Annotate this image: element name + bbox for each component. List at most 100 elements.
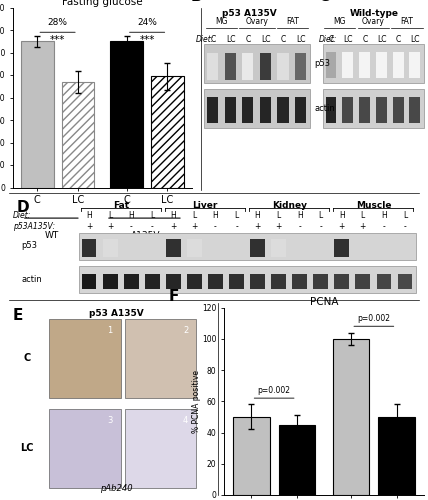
Text: L: L xyxy=(403,211,407,220)
Bar xyxy=(342,52,353,78)
Bar xyxy=(260,98,271,122)
Text: p53: p53 xyxy=(314,59,330,68)
Bar xyxy=(271,238,286,256)
Bar xyxy=(398,274,412,288)
Bar xyxy=(334,238,349,256)
Text: L: L xyxy=(108,211,112,220)
Title: Fasting glucose: Fasting glucose xyxy=(62,0,143,6)
Bar xyxy=(125,409,196,488)
Text: H: H xyxy=(128,211,134,220)
Text: +: + xyxy=(254,222,261,231)
Text: actin: actin xyxy=(21,274,42,283)
Bar xyxy=(295,52,306,80)
Text: H: H xyxy=(297,211,303,220)
Text: -: - xyxy=(151,222,154,231)
Text: Ovary: Ovary xyxy=(362,16,385,26)
Text: +: + xyxy=(339,222,345,231)
Text: L: L xyxy=(361,211,365,220)
Text: FAT: FAT xyxy=(401,16,413,26)
Text: -: - xyxy=(298,222,301,231)
Text: Muscle: Muscle xyxy=(356,200,391,209)
Bar xyxy=(82,274,96,288)
Bar xyxy=(334,274,349,288)
Text: p=0.002: p=0.002 xyxy=(357,314,390,323)
Text: H: H xyxy=(255,211,261,220)
Bar xyxy=(233,417,270,495)
Text: LC: LC xyxy=(377,36,386,44)
Text: C: C xyxy=(318,0,330,4)
Bar xyxy=(313,274,328,288)
Bar xyxy=(187,238,202,256)
Text: ***: *** xyxy=(140,34,155,44)
Bar xyxy=(124,274,139,288)
Bar xyxy=(187,274,202,288)
Text: WT: WT xyxy=(44,230,59,239)
Bar xyxy=(342,98,353,122)
Text: FAT: FAT xyxy=(286,16,299,26)
Bar xyxy=(295,98,306,122)
Text: +: + xyxy=(170,222,176,231)
Text: p53A135V:: p53A135V: xyxy=(13,222,55,231)
Bar xyxy=(279,424,315,495)
Text: Fat: Fat xyxy=(113,200,129,209)
Bar xyxy=(271,274,286,288)
Text: p53 A135V: p53 A135V xyxy=(89,310,144,318)
Text: +: + xyxy=(107,222,113,231)
Bar xyxy=(207,98,218,122)
Title: PCNA: PCNA xyxy=(310,296,338,306)
Text: actin: actin xyxy=(314,104,335,113)
Text: 3: 3 xyxy=(107,416,113,425)
Bar xyxy=(79,266,416,292)
Text: LC: LC xyxy=(296,36,306,44)
Bar xyxy=(392,52,404,78)
Text: MG: MG xyxy=(333,16,346,26)
Bar xyxy=(103,274,118,288)
Text: Wild-type: Wild-type xyxy=(350,10,399,18)
Bar xyxy=(242,98,253,122)
Text: C: C xyxy=(363,36,368,44)
Bar xyxy=(326,52,336,78)
Text: 28%: 28% xyxy=(48,18,68,26)
Text: pAb240: pAb240 xyxy=(100,484,133,493)
Text: p=0.002: p=0.002 xyxy=(258,386,291,395)
Bar xyxy=(82,238,96,256)
Bar xyxy=(378,417,415,495)
Bar xyxy=(376,98,387,122)
Text: ***: *** xyxy=(50,34,65,44)
Bar xyxy=(205,44,309,83)
Text: A135V: A135V xyxy=(131,230,160,239)
Text: B: B xyxy=(191,0,202,4)
Text: L: L xyxy=(318,211,323,220)
Bar xyxy=(410,52,420,78)
Bar xyxy=(410,98,420,122)
Bar xyxy=(49,319,121,398)
Text: H: H xyxy=(170,211,176,220)
Text: Diet:: Diet: xyxy=(13,211,31,220)
Bar xyxy=(277,98,288,122)
Text: L: L xyxy=(150,211,155,220)
Bar xyxy=(205,88,309,128)
Bar xyxy=(207,52,218,80)
Text: LC: LC xyxy=(261,36,270,44)
Text: C: C xyxy=(246,36,251,44)
Text: 1: 1 xyxy=(107,326,113,335)
Bar xyxy=(125,319,196,398)
Bar xyxy=(323,88,424,128)
Bar xyxy=(151,76,184,188)
Bar xyxy=(62,82,94,188)
Bar xyxy=(323,44,424,83)
Y-axis label: % PCNA positive: % PCNA positive xyxy=(192,370,201,432)
Text: -: - xyxy=(214,222,217,231)
Text: C: C xyxy=(396,36,401,44)
Bar xyxy=(260,52,271,80)
Text: MG: MG xyxy=(215,16,227,26)
Text: Ovary: Ovary xyxy=(246,16,268,26)
Text: Diet:: Diet: xyxy=(196,36,214,44)
Text: -: - xyxy=(404,222,406,231)
Bar xyxy=(359,98,370,122)
Text: 24%: 24% xyxy=(137,18,157,26)
Bar xyxy=(103,238,118,256)
Text: LC: LC xyxy=(226,36,235,44)
Text: L: L xyxy=(276,211,281,220)
Bar xyxy=(225,52,236,80)
